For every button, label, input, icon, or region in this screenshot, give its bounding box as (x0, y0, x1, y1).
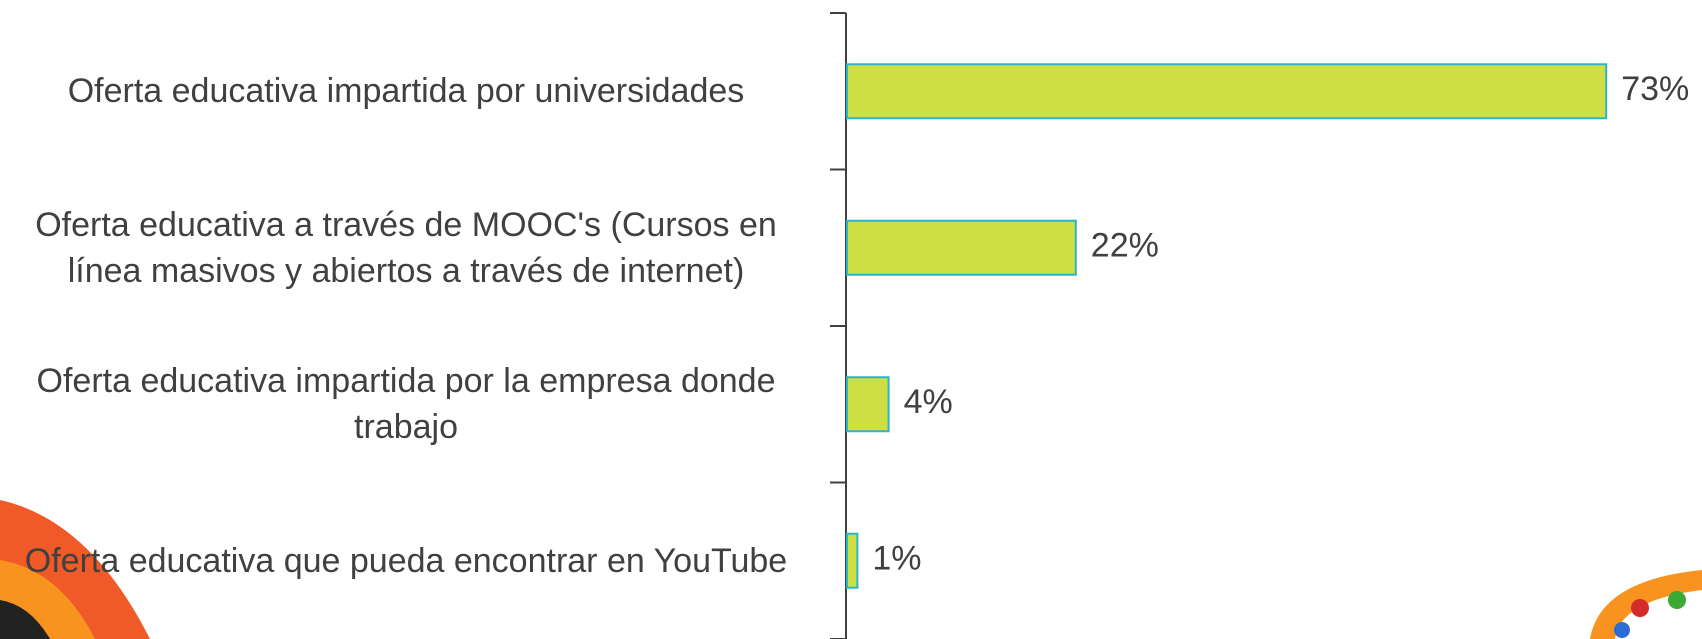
bar (847, 377, 889, 431)
bar (847, 534, 857, 588)
category-label: Oferta educativa impartida por la empres… (6, 358, 806, 450)
value-label: 4% (904, 383, 953, 421)
category-label: Oferta educativa que pueda encontrar en … (6, 538, 806, 584)
bar (847, 221, 1076, 275)
category-label: Oferta educativa a través de MOOC's (Cur… (6, 202, 806, 294)
category-label: Oferta educativa impartida por universid… (6, 68, 806, 114)
value-label: 22% (1091, 227, 1159, 265)
value-label: 73% (1621, 70, 1689, 108)
value-label: 1% (872, 540, 921, 578)
bar (847, 64, 1606, 118)
slide: 73% 22% 4% 1% Oferta educativa impartida po… (0, 0, 1702, 639)
